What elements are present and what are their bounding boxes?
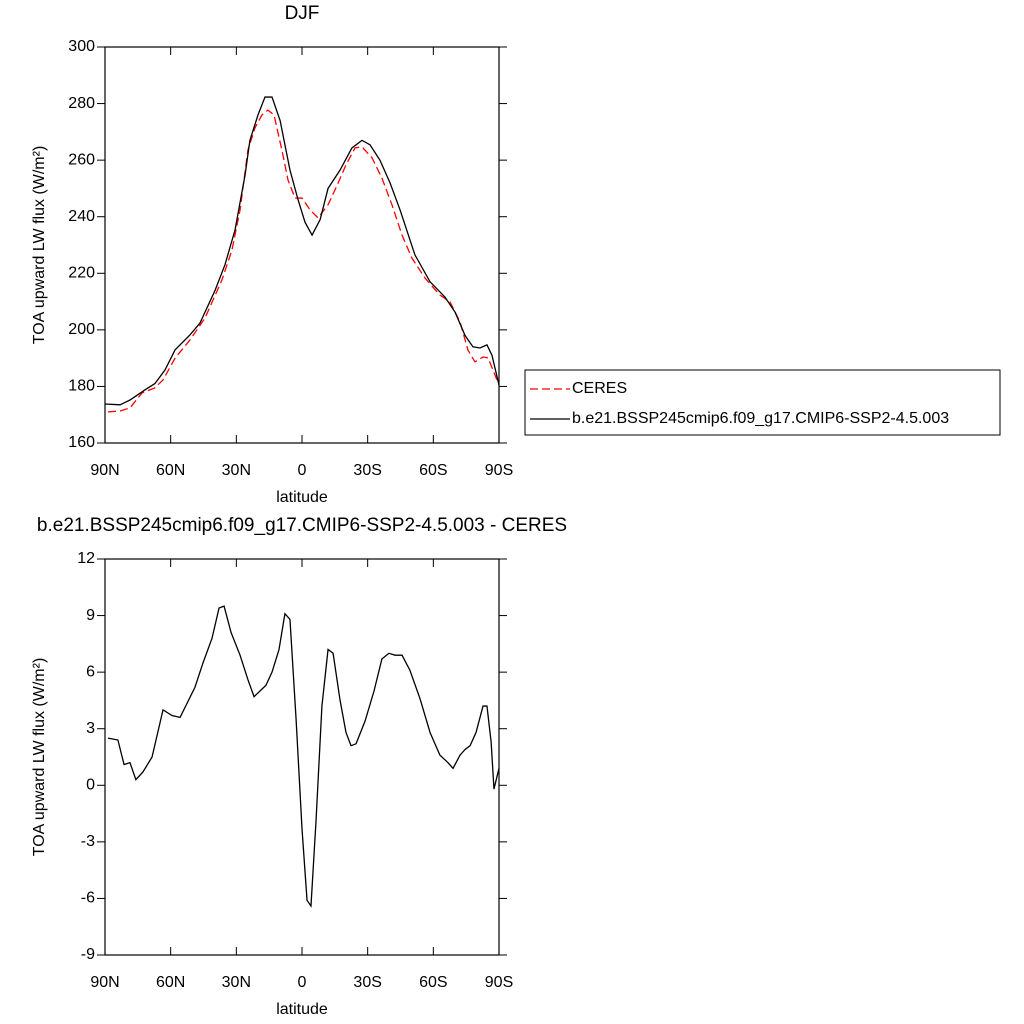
chart-title: b.e21.BSSP245cmip6.f09_g17.CMIP6-SSP2-4.… xyxy=(37,515,567,536)
x-tick-label: 90S xyxy=(485,974,513,991)
plot-frame xyxy=(104,558,500,956)
x-tick-label: 60N xyxy=(156,974,185,991)
y-tick-label: -9 xyxy=(81,946,95,963)
x-tick-label: 30S xyxy=(353,462,381,479)
chart-title: DJF xyxy=(285,3,320,24)
x-tick-label: 0 xyxy=(298,974,307,991)
y-tick-label: -6 xyxy=(81,890,95,907)
y-tick-label: -3 xyxy=(81,833,95,850)
legend-box xyxy=(524,369,1001,436)
legend-label: CERES xyxy=(572,380,627,397)
x-tick-label: 0 xyxy=(298,462,307,479)
x-axis-label: latitude xyxy=(276,1001,328,1018)
data-line xyxy=(108,109,500,413)
data-line xyxy=(104,96,500,406)
x-tick-label: 60S xyxy=(419,462,447,479)
y-tick-label: 160 xyxy=(68,434,95,451)
x-tick-label: 90N xyxy=(90,974,119,991)
x-axis-label: latitude xyxy=(276,489,328,506)
x-tick-label: 90N xyxy=(90,462,119,479)
plot-frame xyxy=(104,46,500,444)
y-tick-label: 9 xyxy=(86,607,95,624)
y-axis-label: TOA upward LW flux (W/m²) xyxy=(31,146,48,345)
y-tick-label: 12 xyxy=(77,550,95,567)
x-tick-label: 30S xyxy=(353,974,381,991)
y-tick-label: 280 xyxy=(68,95,95,112)
y-tick-label: 3 xyxy=(86,720,95,737)
y-tick-label: 260 xyxy=(68,151,95,168)
x-tick-label: 30N xyxy=(222,974,251,991)
x-tick-label: 60S xyxy=(419,974,447,991)
y-tick-label: 0 xyxy=(86,777,95,794)
legend-label: b.e21.BSSP245cmip6.f09_g17.CMIP6-SSP2-4.… xyxy=(572,410,949,427)
y-tick-label: 180 xyxy=(68,378,95,395)
y-tick-label: 300 xyxy=(68,38,95,55)
y-tick-label: 200 xyxy=(68,321,95,338)
y-axis-label: TOA upward LW flux (W/m²) xyxy=(31,658,48,857)
x-tick-label: 90S xyxy=(485,462,513,479)
data-line xyxy=(107,605,500,908)
y-tick-label: 6 xyxy=(86,663,95,680)
x-tick-label: 60N xyxy=(156,462,185,479)
y-tick-label: 220 xyxy=(68,265,95,282)
x-tick-label: 30N xyxy=(222,462,251,479)
y-tick-label: 240 xyxy=(68,208,95,225)
